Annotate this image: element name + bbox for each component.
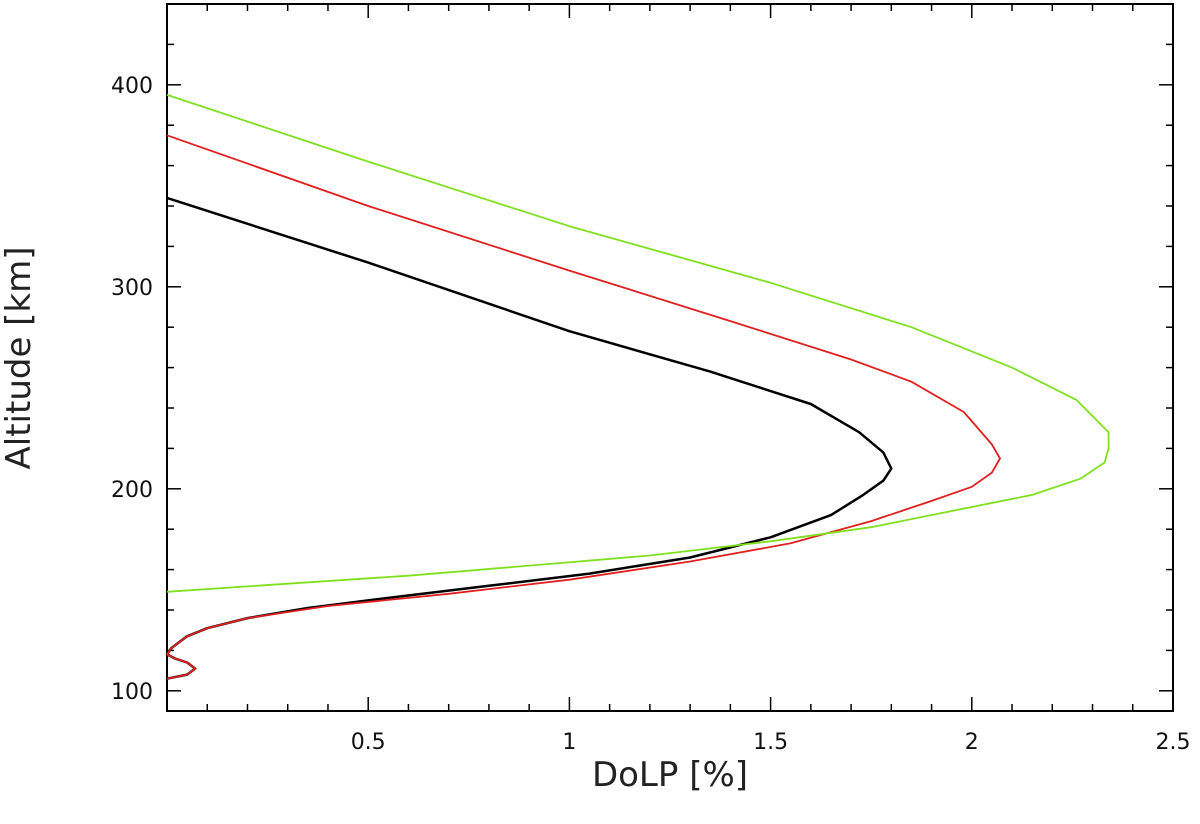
x-axis-title: DoLP [%] <box>592 755 748 795</box>
plot-frame <box>166 3 1174 712</box>
series-line-3 <box>166 94 1110 593</box>
x-tick-label: 2.5 <box>1156 730 1191 755</box>
y-tick-label: 400 <box>111 74 153 99</box>
axis-ticks <box>167 3 1173 711</box>
y-axis-title: Altitude [km] <box>0 246 39 469</box>
tick-labels: 0.5 1 1.5 2 2.5 100 200 300 400 <box>111 74 1191 755</box>
series-line-1 <box>165 196 893 680</box>
y-tick-label: 100 <box>111 680 153 705</box>
series-line-2 <box>166 134 1001 680</box>
x-tick-label: 0.5 <box>351 730 386 755</box>
series-group <box>165 94 1110 680</box>
x-tick-label: 1.5 <box>753 730 788 755</box>
x-tick-label: 1 <box>562 730 576 755</box>
y-tick-label: 200 <box>111 478 153 503</box>
y-tick-label: 300 <box>111 276 153 301</box>
x-tick-label: 2 <box>965 730 979 755</box>
